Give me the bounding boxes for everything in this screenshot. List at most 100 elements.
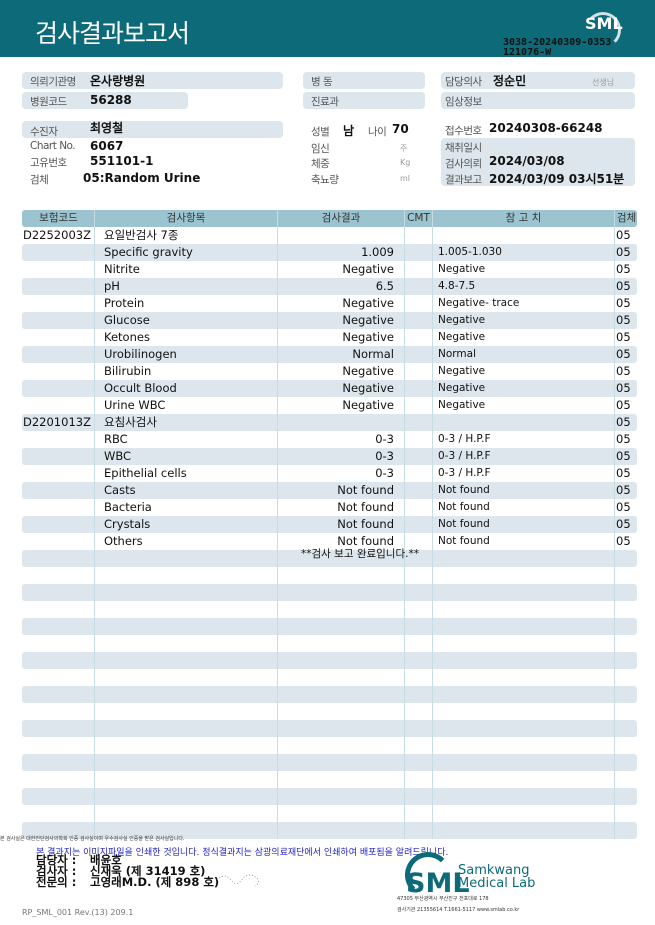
table-row [22, 686, 637, 703]
cell-result: 0-3 [278, 448, 405, 465]
cell-specimen [615, 550, 637, 567]
age: 70 [392, 122, 409, 136]
collect-label: 채취일시 [445, 142, 482, 154]
cell-reference: 4.8-7.5 [433, 278, 615, 295]
cell-insurance-code [22, 601, 95, 618]
cell-test-item [95, 703, 278, 720]
table-row: Ketones Negative Negative 05 [22, 329, 637, 346]
clinical-box [441, 92, 635, 109]
cell-specimen: 05 [616, 245, 631, 259]
receipt-no: 20240308-66248 [489, 121, 603, 135]
hospital-code-box [22, 92, 188, 109]
cell-test-item [95, 686, 278, 703]
cell-cmt [405, 448, 433, 465]
cell-cmt [405, 703, 433, 720]
cell-specimen: 05 [616, 279, 631, 293]
cell-result: 0-3 [278, 465, 405, 482]
tester-label: 검사자 : [36, 864, 77, 878]
cell-reference: Negative [433, 329, 615, 346]
cell-specimen: 05 [616, 483, 631, 497]
cell-insurance-code [22, 244, 95, 261]
revision-code: RP_SML_001 Rev.(13) 209.1 [22, 908, 134, 917]
cell-result: 0-3 [278, 431, 405, 448]
hospital-code: 56288 [90, 93, 132, 107]
specimen-label: 검체 [30, 174, 49, 186]
cell-specimen [615, 584, 637, 601]
cell-test-item [95, 652, 278, 669]
col-result: 검사결과 [278, 210, 405, 227]
cell-insurance-code [22, 363, 95, 380]
cell-cmt [405, 533, 433, 550]
cell-result: Negative [278, 312, 405, 329]
table-row [22, 601, 637, 618]
table-row: Specific gravity 1.009 1.005-1.030 05 [22, 244, 637, 261]
cell-insurance-code [22, 550, 95, 567]
cell-cmt [405, 516, 433, 533]
cell-result [278, 601, 405, 618]
lab-name: Samkwang Medical Lab [458, 864, 535, 890]
cell-specimen [615, 703, 637, 720]
cell-cmt [405, 601, 433, 618]
cell-reference: Negative [433, 380, 615, 397]
urine-volume-label: 축뇨량 [311, 174, 339, 186]
cell-specimen [615, 754, 637, 771]
cell-insurance-code [22, 771, 95, 788]
patient-id: 551101-1 [90, 154, 154, 168]
cell-reference [433, 635, 615, 652]
cell-cmt [405, 346, 433, 363]
cell-specimen: 05 [616, 415, 631, 429]
cell-reference [433, 414, 615, 431]
patient-box [22, 121, 283, 138]
lab-name-1: Samkwang [458, 863, 530, 878]
cell-specimen: 05 [616, 500, 631, 514]
table-body: D2252003Z 요일반검사 7종 05 Specific gravity 1.009… [22, 227, 637, 839]
cell-result [278, 652, 405, 669]
table-header: 보험코드 검사항목 검사결과 CMT 참 고 치 검체 [22, 210, 637, 227]
table-row: pH 6.5 4.8-7.5 05 [22, 278, 637, 295]
doctor-suffix: 선생님 [592, 78, 615, 87]
cell-test-item [95, 550, 278, 567]
cell-cmt [405, 227, 433, 244]
table-row: WBC 0-3 0-3 / H.P.F 05 [22, 448, 637, 465]
cell-test-item: Occult Blood [95, 380, 278, 397]
clinical-label: 임상정보 [445, 96, 482, 108]
cell-cmt [405, 363, 433, 380]
doctor-box [441, 72, 635, 89]
cell-test-item [95, 584, 278, 601]
table-row [22, 618, 637, 635]
cell-insurance-code [22, 516, 95, 533]
results-table: 보험코드 검사항목 검사결과 CMT 참 고 치 검체 D2252003Z 요일반… [22, 210, 637, 839]
cell-result [278, 771, 405, 788]
cell-specimen [615, 805, 637, 822]
cell-specimen [615, 601, 637, 618]
cell-cmt [405, 329, 433, 346]
cell-insurance-code [22, 278, 95, 295]
cell-reference [433, 584, 615, 601]
cell-insurance-code [22, 482, 95, 499]
cell-result [278, 550, 405, 567]
cell-test-item: 요일반검사 7종 [95, 227, 278, 244]
cell-cmt [405, 431, 433, 448]
referring-org-label: 의뢰기관명 [30, 76, 76, 88]
table-row: D2201013Z 요침사검사 05 [22, 414, 637, 431]
table-row: Crystals Not found Not found 05 [22, 516, 637, 533]
cell-insurance-code [22, 584, 95, 601]
cell-insurance-code [22, 448, 95, 465]
cell-specimen [615, 771, 637, 788]
cell-result [278, 754, 405, 771]
cell-test-item [95, 771, 278, 788]
table-row [22, 771, 637, 788]
cell-insurance-code [22, 295, 95, 312]
completion-message: **검사 보고 완료입니다.** [301, 548, 419, 560]
cell-cmt [405, 618, 433, 635]
image-notice: 본 결과지는 이미지파일을 인쇄한 것입니다. 정식결과지는 삼광의료재단에서 … [36, 848, 449, 858]
cell-result [278, 414, 405, 431]
cell-reference: Negative [433, 312, 615, 329]
dept-box [303, 92, 425, 109]
cell-result [278, 227, 405, 244]
cell-specimen [615, 652, 637, 669]
cell-reference [433, 754, 615, 771]
cell-insurance-code [22, 618, 95, 635]
cell-test-item [95, 822, 278, 839]
cell-result: Not found [278, 482, 405, 499]
